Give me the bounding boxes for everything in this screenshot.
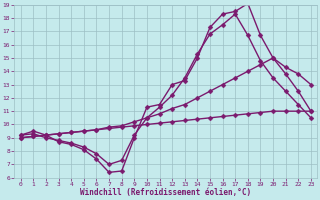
X-axis label: Windchill (Refroidissement éolien,°C): Windchill (Refroidissement éolien,°C) <box>80 188 252 197</box>
